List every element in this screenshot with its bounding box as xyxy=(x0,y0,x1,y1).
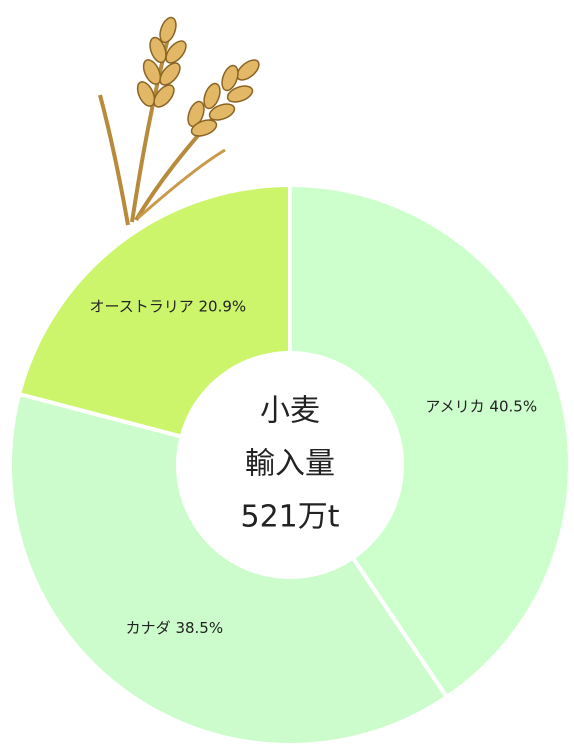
donut-hole xyxy=(176,351,404,579)
donut-slice xyxy=(288,182,572,700)
category-label: オーストラリア xyxy=(89,297,193,315)
category-label: カナダ xyxy=(126,619,171,637)
center-label: 小麦 xyxy=(260,394,320,429)
value-label: 38.5% xyxy=(175,619,223,637)
slice-label: カナダ 38.5% xyxy=(126,619,223,637)
slice-label: オーストラリア 20.9% xyxy=(89,297,246,315)
value-label: 40.5% xyxy=(489,397,537,415)
value-label: 20.9% xyxy=(199,297,247,315)
slice-label: アメリカ 40.5% xyxy=(425,397,537,415)
donut-slice xyxy=(8,391,450,747)
wheat-illustration xyxy=(98,16,260,226)
center-label: 521万t xyxy=(240,500,339,535)
category-label: アメリカ xyxy=(425,397,484,415)
center-label: 輸入量 xyxy=(245,447,335,482)
